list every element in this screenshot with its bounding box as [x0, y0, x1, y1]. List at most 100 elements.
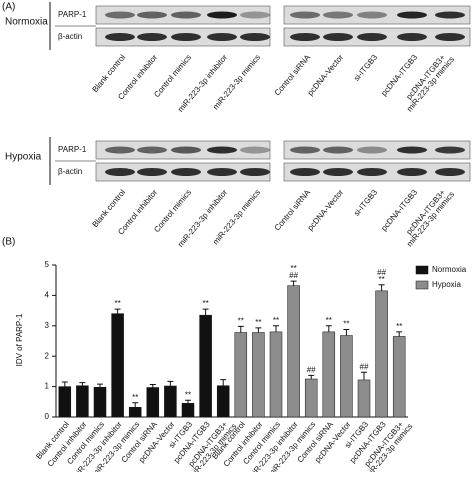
blot-band [207, 33, 237, 41]
significance-label: ** [378, 275, 384, 284]
bar [269, 331, 283, 418]
bar [199, 314, 212, 418]
error-bar [343, 328, 350, 336]
significance-label: ** [238, 317, 244, 326]
blot-band [290, 33, 320, 41]
blot-band [397, 146, 427, 154]
blot-band [290, 168, 320, 176]
significance-label: ** [326, 316, 332, 325]
y-tick-label: 1 [45, 382, 50, 391]
blot-band [171, 11, 201, 19]
error-bar [202, 308, 209, 316]
blot-band [397, 33, 427, 41]
error-bar [237, 325, 244, 333]
blot-band [323, 168, 353, 176]
blot-strip [283, 140, 471, 160]
lane-label: pcDNA-Vector [306, 188, 346, 233]
significance-label: ## [377, 268, 386, 277]
blot-band [171, 33, 201, 41]
blot-band [435, 168, 465, 176]
blot-band [435, 11, 465, 19]
error-bar [361, 371, 367, 380]
blot-band [435, 33, 465, 41]
significance-label: ** [185, 390, 191, 399]
blot-band [357, 33, 387, 41]
significance-label: ** [132, 393, 138, 402]
y-axis-label: IDV of PARP-1 [15, 313, 24, 366]
blot-band [397, 168, 427, 176]
blot-band [323, 146, 353, 154]
lane-label: pcDNA-Vector [306, 53, 346, 98]
condition-label: Hypoxia [5, 152, 42, 163]
bar [392, 336, 406, 418]
bar [58, 386, 72, 418]
lane-label: si-ITGB3 [352, 187, 380, 217]
blot-band [240, 11, 270, 19]
lane-label: si-ITGB3 [352, 52, 380, 82]
lane-label: Control mimics [152, 188, 193, 234]
blot-band [357, 11, 387, 19]
blot-band [171, 146, 201, 154]
blot-band [207, 168, 237, 176]
significance-label: ## [307, 365, 316, 374]
blot-band [137, 168, 167, 176]
row-label: PARP-1 [58, 145, 87, 154]
significance-label: ** [343, 320, 349, 329]
blot-band [207, 11, 237, 19]
error-bar [325, 325, 332, 332]
error-bar [220, 379, 227, 386]
significance-label: ** [255, 318, 261, 327]
error-bar [308, 374, 315, 379]
blot-band [105, 33, 135, 41]
row-label: β-actin [58, 167, 82, 176]
significance-label: ** [396, 322, 402, 331]
panel-label: (B) [2, 237, 15, 248]
bar [164, 385, 177, 418]
blot-band [435, 146, 465, 154]
bar [357, 379, 371, 418]
blot-band [137, 146, 167, 154]
error-bar [396, 331, 403, 337]
bar [76, 385, 89, 418]
bar [252, 332, 265, 418]
bar [375, 290, 388, 418]
blot-band [137, 33, 167, 41]
blot-band [105, 11, 135, 19]
x-tick-label: miR-223-3p mimics [363, 422, 414, 472]
blot-band [105, 168, 135, 176]
legend-label: Hypoxia [432, 280, 461, 289]
y-tick-label: 0 [45, 412, 50, 421]
bar [111, 313, 124, 418]
blot-band [171, 168, 201, 176]
error-bar [61, 381, 68, 387]
significance-label: ## [289, 271, 298, 280]
error-bar [79, 382, 86, 386]
blot-band [137, 11, 167, 19]
blot-band [290, 11, 320, 19]
condition-label: Normoxia [5, 17, 48, 28]
error-bar [97, 383, 103, 388]
blot-band [357, 146, 387, 154]
error-bar [114, 308, 121, 314]
blot-band [240, 33, 270, 41]
lane-label: Control mimics [152, 53, 193, 99]
bar [322, 331, 336, 418]
bar [304, 378, 318, 418]
significance-label: ** [202, 299, 208, 308]
y-tick-label: 5 [45, 260, 50, 269]
error-bar [290, 280, 297, 286]
blot-band [397, 11, 427, 19]
bar [287, 285, 300, 418]
bar [234, 332, 248, 418]
error-bar [167, 380, 174, 386]
blot-strip [283, 5, 471, 25]
significance-label: ## [360, 362, 369, 371]
legend-swatch [415, 280, 429, 290]
bar [146, 387, 160, 418]
error-bar [255, 327, 262, 333]
bar [93, 386, 107, 418]
blot-band [240, 146, 270, 154]
error-bar [149, 383, 156, 388]
blot-band [357, 168, 387, 176]
error-bar [378, 284, 385, 291]
